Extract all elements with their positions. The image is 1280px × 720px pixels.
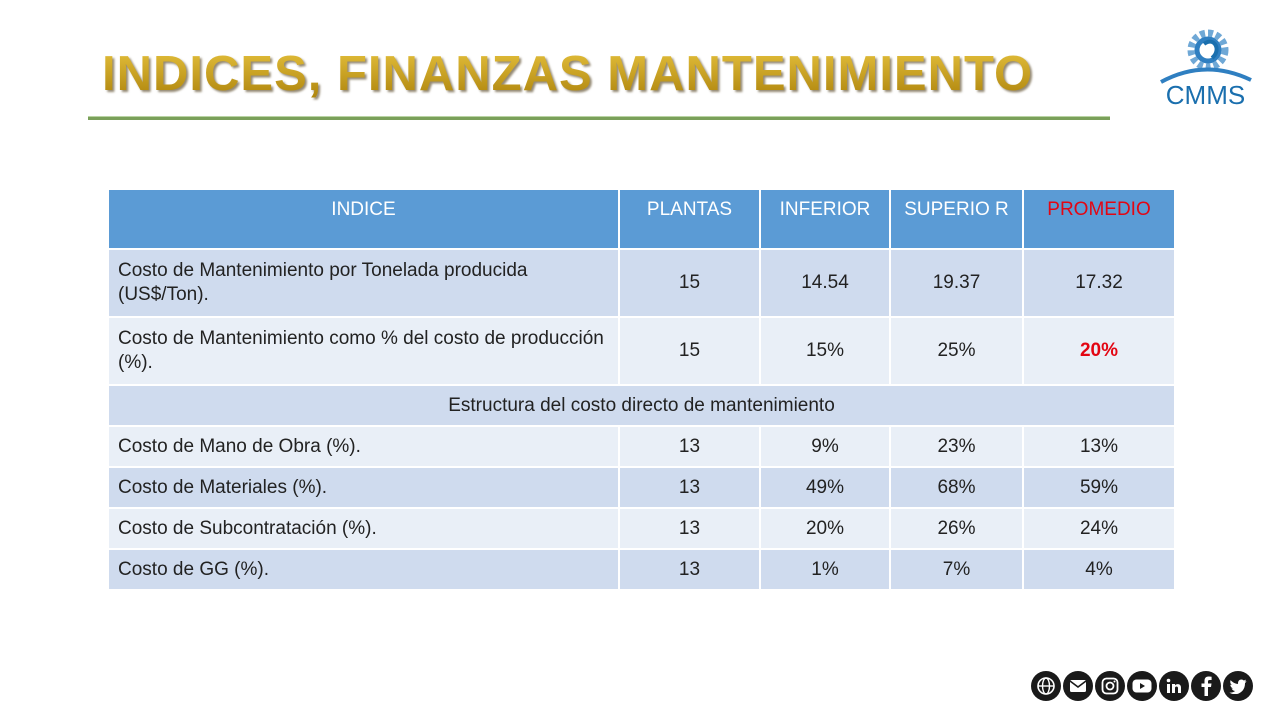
table-header-row: INDICE PLANTAS INFERIOR SUPERIO R PROMED… bbox=[107, 188, 1176, 250]
cell-indice: Costo de Materiales (%). bbox=[107, 466, 620, 509]
cell-plantas: 13 bbox=[618, 466, 761, 509]
cell-inferior: 20% bbox=[759, 507, 891, 550]
cell-indice: Costo de Mantenimiento como % del costo … bbox=[107, 316, 620, 386]
cell-promedio-highlight: 20% bbox=[1022, 316, 1176, 386]
cell-plantas: 13 bbox=[618, 507, 761, 550]
social-links bbox=[1031, 671, 1253, 703]
email-icon[interactable] bbox=[1063, 671, 1093, 701]
table-row: Costo de GG (%). 13 1% 7% 4% bbox=[107, 548, 1176, 591]
gear-icon bbox=[1160, 29, 1252, 84]
cell-superior: 7% bbox=[889, 548, 1024, 591]
cell-superior: 68% bbox=[889, 466, 1024, 509]
header-indice: INDICE bbox=[107, 188, 620, 250]
youtube-icon[interactable] bbox=[1127, 671, 1157, 701]
cell-indice: Costo de Mantenimiento por Tonelada prod… bbox=[107, 248, 620, 318]
cell-plantas: 13 bbox=[618, 425, 761, 468]
instagram-icon[interactable] bbox=[1095, 671, 1125, 701]
cell-indice: Costo de GG (%). bbox=[107, 548, 620, 591]
table-row: Costo de Materiales (%). 13 49% 68% 59% bbox=[107, 466, 1176, 509]
indices-table: INDICE PLANTAS INFERIOR SUPERIO R PROMED… bbox=[107, 188, 1176, 591]
logo-text: CMMS bbox=[1165, 80, 1246, 110]
table-row: Costo de Mano de Obra (%). 13 9% 23% 13% bbox=[107, 425, 1176, 468]
table-row: Costo de Mantenimiento por Tonelada prod… bbox=[107, 248, 1176, 318]
cell-promedio: 59% bbox=[1022, 466, 1176, 509]
cell-inferior: 9% bbox=[759, 425, 891, 468]
twitter-icon[interactable] bbox=[1223, 671, 1253, 701]
table-row: Costo de Subcontratación (%). 13 20% 26%… bbox=[107, 507, 1176, 550]
header-inferior: INFERIOR bbox=[759, 188, 891, 250]
cell-inferior: 1% bbox=[759, 548, 891, 591]
header-superior: SUPERIO R bbox=[889, 188, 1024, 250]
title-underline bbox=[88, 116, 1110, 120]
linkedin-icon[interactable] bbox=[1159, 671, 1189, 701]
header-plantas: PLANTAS bbox=[618, 188, 761, 250]
section-row: Estructura del costo directo de mantenim… bbox=[107, 384, 1176, 427]
cell-superior: 25% bbox=[889, 316, 1024, 386]
cell-superior: 23% bbox=[889, 425, 1024, 468]
cell-promedio: 4% bbox=[1022, 548, 1176, 591]
cell-indice: Costo de Mano de Obra (%). bbox=[107, 425, 620, 468]
cell-promedio: 17.32 bbox=[1022, 248, 1176, 318]
cell-promedio: 24% bbox=[1022, 507, 1176, 550]
cell-promedio: 13% bbox=[1022, 425, 1176, 468]
cell-inferior: 14.54 bbox=[759, 248, 891, 318]
cell-plantas: 15 bbox=[618, 316, 761, 386]
cell-plantas: 13 bbox=[618, 548, 761, 591]
globe-icon[interactable] bbox=[1031, 671, 1061, 701]
cell-inferior: 15% bbox=[759, 316, 891, 386]
cell-inferior: 49% bbox=[759, 466, 891, 509]
cell-superior: 19.37 bbox=[889, 248, 1024, 318]
section-label: Estructura del costo directo de mantenim… bbox=[107, 384, 1176, 427]
cell-plantas: 15 bbox=[618, 248, 761, 318]
table-row: Costo de Mantenimiento como % del costo … bbox=[107, 316, 1176, 386]
cell-superior: 26% bbox=[889, 507, 1024, 550]
header-promedio: PROMEDIO bbox=[1022, 188, 1176, 250]
cell-indice: Costo de Subcontratación (%). bbox=[107, 507, 620, 550]
slide-title: INDICES, FINANZAS MANTENIMIENTO bbox=[102, 44, 1033, 104]
facebook-icon[interactable] bbox=[1191, 671, 1221, 701]
